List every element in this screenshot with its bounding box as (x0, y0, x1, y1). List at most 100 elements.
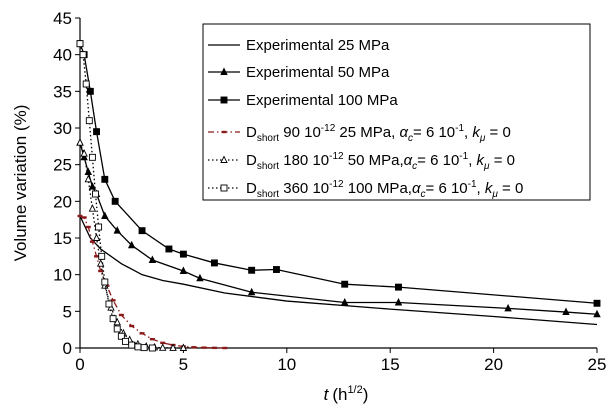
data-point (89, 240, 95, 243)
y-axis-label: Volume variation (%) (11, 105, 30, 262)
legend-text: Experimental 50 MPa (246, 64, 390, 81)
legend-text-alpha_sub: c (421, 189, 426, 200)
series-1 (79, 215, 598, 326)
y-tick-label: 15 (53, 229, 72, 248)
y-tick-label: 5 (63, 302, 72, 321)
data-point (86, 87, 94, 95)
data-point (76, 138, 84, 146)
data-point (77, 214, 83, 218)
legend-text-mid: 180 10 (279, 152, 329, 169)
legend-text-k_sub: μ (491, 189, 498, 200)
legend-text-tail2: = 6 10 (426, 180, 468, 197)
legend-text-tail2: = 6 10 (417, 152, 459, 169)
data-point (504, 303, 512, 312)
data-point (101, 211, 109, 219)
data-point (82, 80, 90, 88)
legend-label: Dshort 360 10-12 100 MPa,αc= 6 10-1, kμ … (246, 179, 523, 200)
x-tick-label: 15 (381, 355, 400, 374)
legend-marker (220, 96, 228, 104)
legend-text-pre: D (246, 180, 257, 197)
legend-label: Experimental 100 MPa (246, 92, 398, 109)
data-point (122, 337, 129, 345)
data-point (88, 182, 97, 190)
data-point (140, 344, 148, 352)
series-3 (76, 40, 601, 307)
legend-text-k_sub: μ (479, 133, 486, 144)
data-point (94, 255, 100, 258)
y-tick-label: 30 (53, 119, 72, 138)
legend-text-pre: D (246, 152, 257, 169)
data-point (138, 227, 146, 235)
data-point (113, 226, 121, 234)
legend-marker (220, 155, 228, 163)
legend-text-alpha: α (399, 124, 408, 141)
data-point (139, 332, 145, 335)
data-point (201, 346, 207, 349)
legend-text: Experimental 25 MPa (246, 37, 390, 54)
y-tick-label: 40 (53, 46, 72, 65)
axes: 0 5 10 15 20 25 30 35 40 45 0 5 10 15 20 25 (53, 9, 606, 374)
data-point (98, 252, 106, 260)
data-point (341, 280, 349, 288)
data-point (98, 269, 104, 273)
legend-text-k: k (477, 152, 486, 169)
series-layer (76, 40, 601, 352)
legend-text-tail4: = 0 (498, 180, 523, 197)
legend-item: Experimental 100 MPa (208, 92, 398, 109)
legend-marker (220, 67, 228, 75)
data-point (158, 343, 167, 351)
legend-text-alpha: α (404, 152, 413, 169)
legend-text-k: k (472, 124, 481, 141)
legend-item: Dshort 90 10-12 25 MPa, αc= 6 10-1, kμ =… (208, 123, 511, 144)
data-point (169, 343, 177, 351)
data-point (84, 167, 93, 175)
data-point (92, 190, 99, 198)
y-tick-label: 20 (53, 192, 72, 211)
data-point (111, 197, 119, 205)
data-point (394, 298, 403, 306)
data-point (340, 298, 349, 306)
data-point (247, 287, 256, 296)
legend: Experimental 25 MPa Experimental 50 MPa Ex… (202, 23, 591, 201)
y-tick-label: 0 (63, 339, 72, 358)
legend-text: Experimental 100 MPa (246, 92, 398, 109)
y-tick-label: 10 (53, 266, 72, 285)
data-point (273, 266, 280, 273)
data-point (105, 300, 113, 308)
data-point (109, 315, 117, 323)
data-point (179, 250, 187, 258)
x-tick-label: 5 (179, 355, 188, 374)
legend-text-sup2: -1 (468, 179, 477, 190)
legend-text-sub: short (257, 189, 279, 200)
x-axis-label-close: ) (363, 385, 369, 404)
legend-text-tail1: 25 MPa, (335, 124, 399, 141)
legend-text-tail1: 50 MPa, (344, 152, 404, 169)
data-point (210, 259, 218, 267)
x-axis-label-var: t (324, 385, 330, 404)
data-point (179, 343, 188, 351)
data-point (93, 128, 100, 136)
x-tick-label: 20 (484, 355, 503, 374)
y-tick-label: 25 (53, 156, 72, 175)
legend-marker (220, 184, 228, 192)
data-point (85, 117, 93, 125)
data-point (76, 40, 84, 48)
data-point (593, 309, 601, 318)
legend-text-sup1: -12 (321, 123, 336, 134)
legend-item: Dshort 360 10-12 100 MPa,αc= 6 10-1, kμ … (208, 179, 523, 200)
x-axis-label: t (h1/2) (324, 384, 369, 404)
data-point (88, 204, 97, 212)
legend-label: Experimental 25 MPa (246, 37, 390, 54)
series-6 (76, 40, 156, 352)
data-point (593, 299, 601, 307)
legend-label: Dshort 180 10-12 50 MPa,αc= 6 10-1, kμ =… (246, 151, 515, 172)
data-point (85, 225, 91, 229)
data-point (395, 283, 402, 291)
y-tick-label: 45 (53, 9, 72, 28)
x-axis-label-exp: 1/2 (347, 384, 362, 396)
data-point (127, 240, 136, 249)
legend-text-sup2: -1 (455, 123, 464, 134)
legend-text-tail3: , (464, 124, 472, 141)
legend-item: Experimental 25 MPa (208, 37, 390, 54)
data-point (179, 266, 188, 274)
